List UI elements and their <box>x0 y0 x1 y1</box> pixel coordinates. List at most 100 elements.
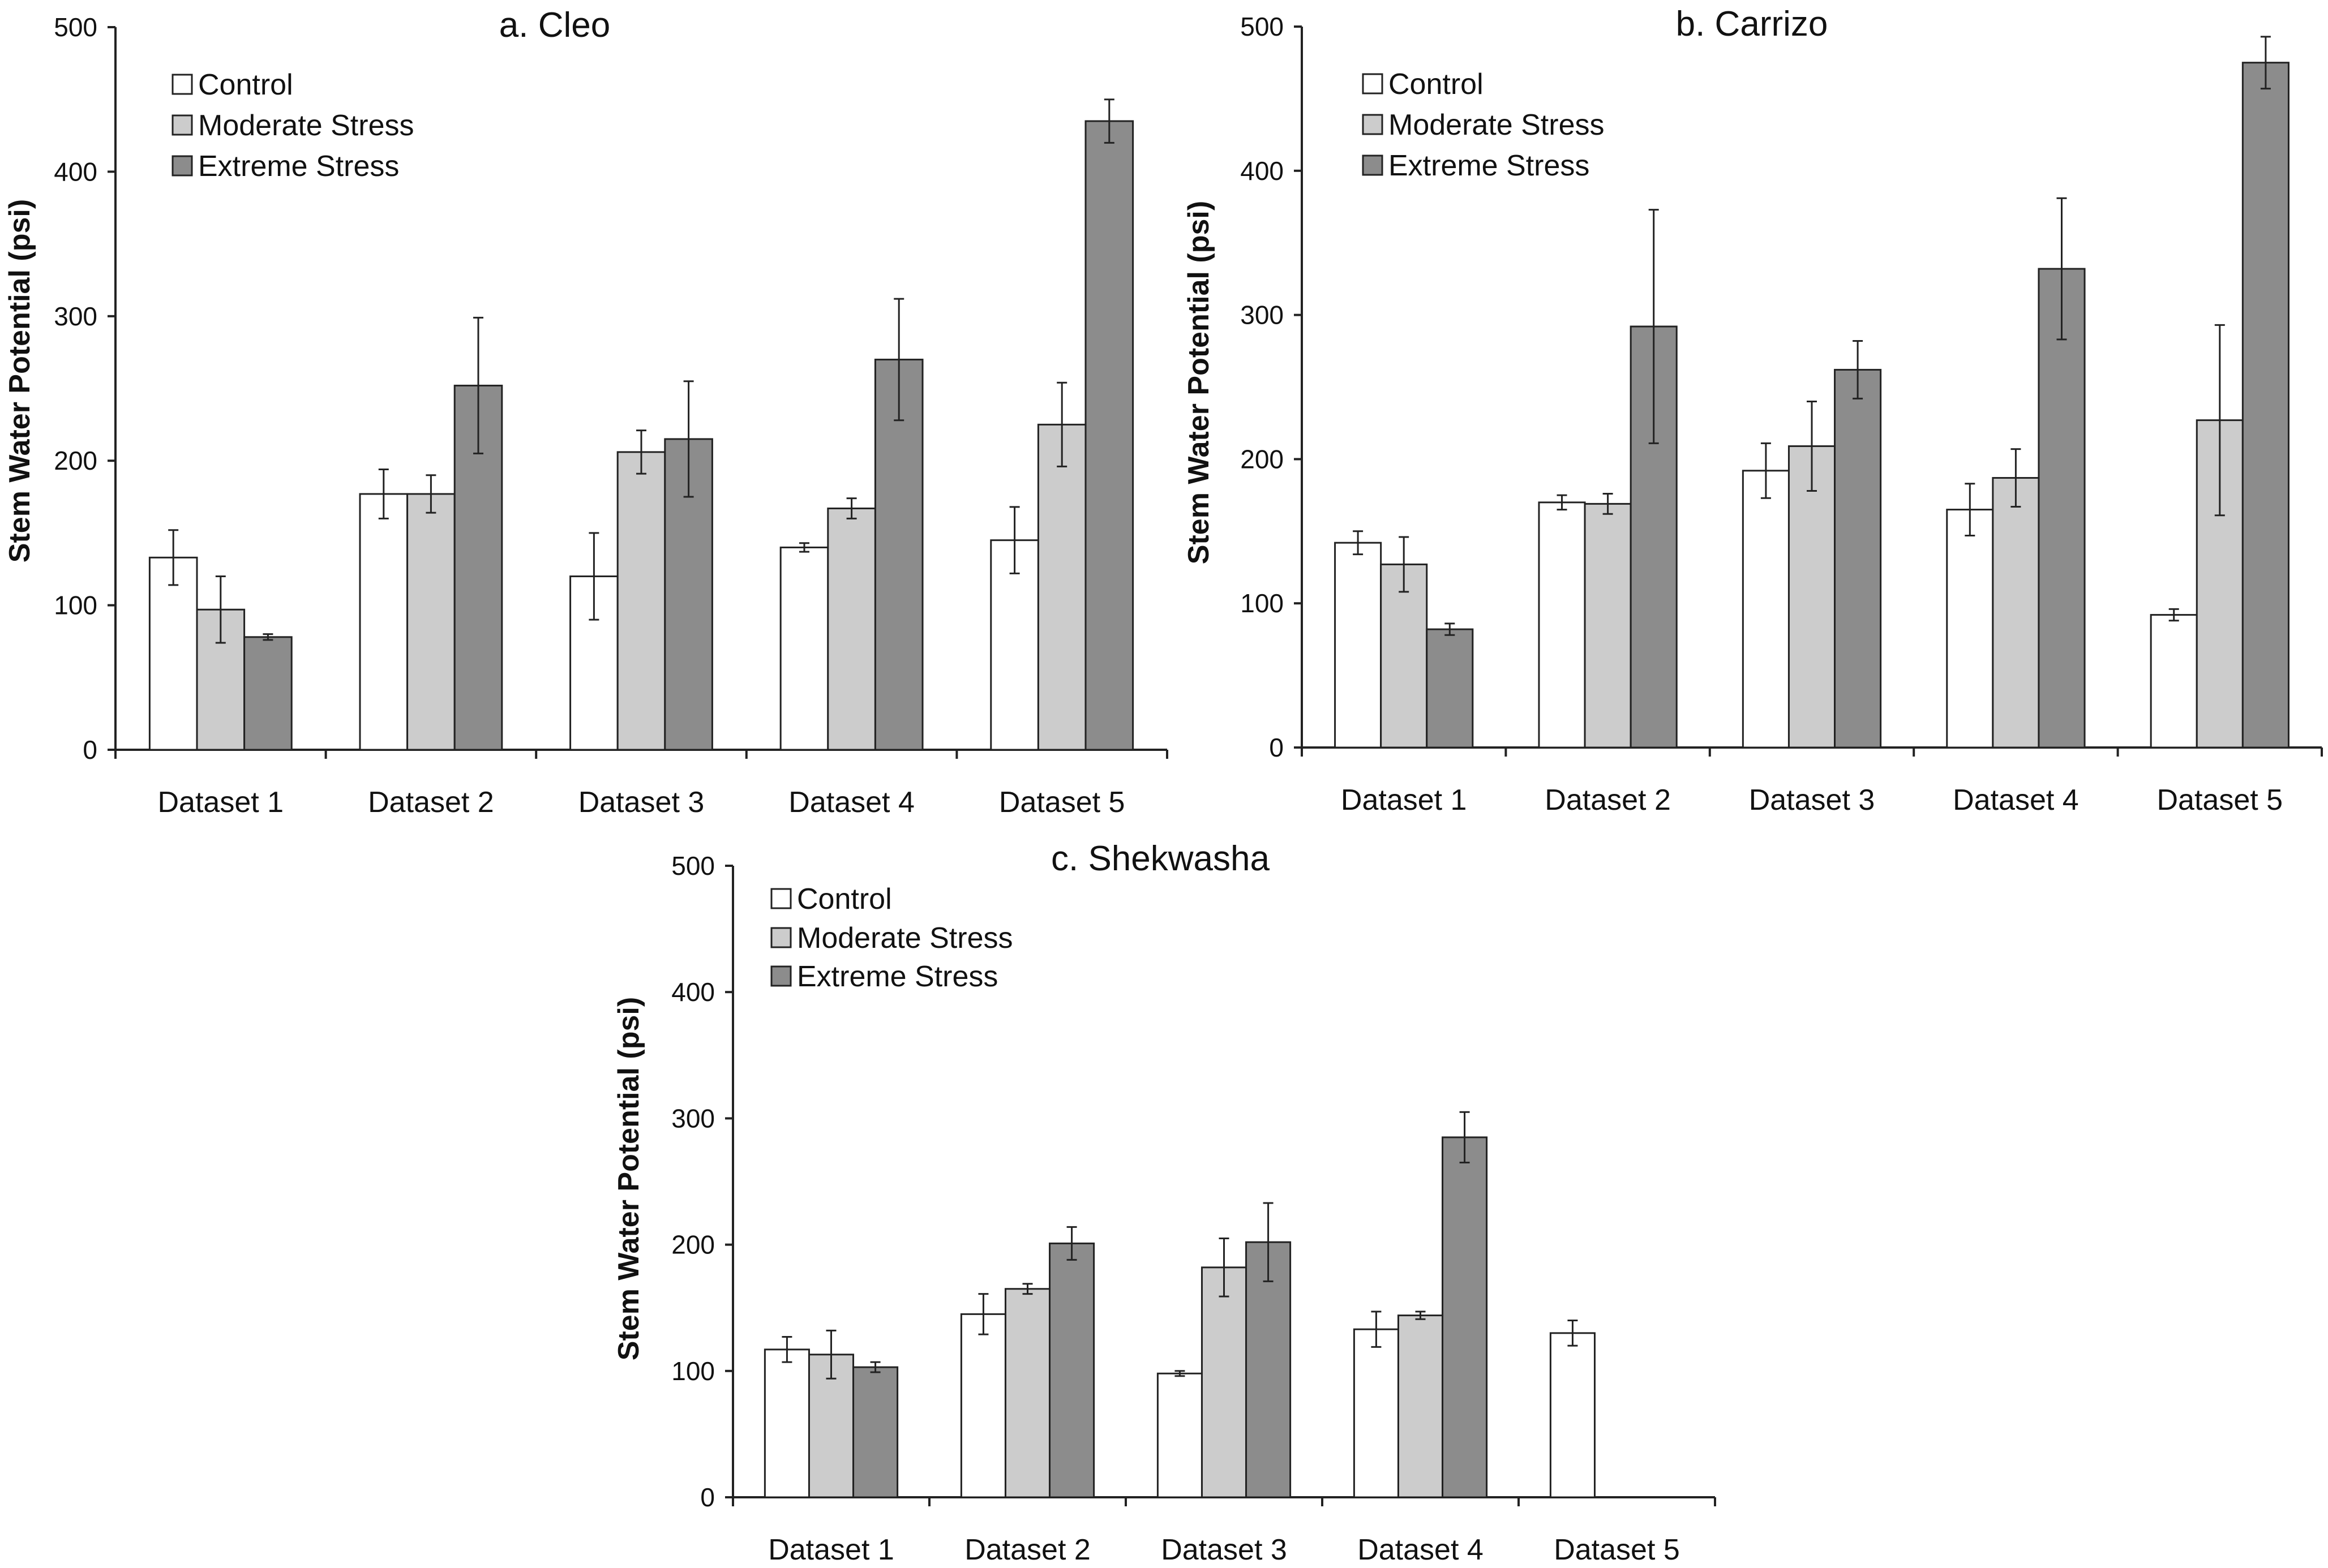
bar-moderate-stress-dataset-4 <box>1992 477 2040 749</box>
x-tick-label: Dataset 5 <box>999 786 1125 819</box>
x-tick-label: Dataset 2 <box>964 1533 1091 1566</box>
bar-control-dataset-2 <box>359 493 409 751</box>
bar-moderate-stress-dataset-3 <box>1787 445 1836 749</box>
bar-moderate-stress-dataset-3 <box>1201 1266 1247 1498</box>
bar-moderate-stress-dataset-1 <box>1380 563 1428 749</box>
x-tick-label: Dataset 5 <box>2157 784 2283 817</box>
legend: Control Moderate Stress Extreme Stress <box>770 883 1013 993</box>
x-tick-label: Dataset 1 <box>1341 784 1467 817</box>
bar-extreme-stress-dataset-5 <box>2241 62 2290 749</box>
bar-extreme-stress-dataset-2 <box>1049 1242 1095 1498</box>
bar-control-dataset-4 <box>779 546 829 751</box>
bar-extreme-stress-dataset-3 <box>1834 368 1882 749</box>
legend-label-moderate-stress: Moderate Stress <box>797 922 1013 955</box>
legend-label-moderate-stress: Moderate Stress <box>1388 109 1605 141</box>
y-tick-label: 400 <box>54 157 97 186</box>
legend-item-control: Control <box>770 883 892 916</box>
legend: Control Moderate Stress Extreme Stress <box>1362 68 1605 182</box>
y-tick-label: 500 <box>54 12 97 42</box>
bar-control-dataset-1 <box>764 1348 810 1498</box>
bar-extreme-stress-dataset-4 <box>2038 268 2086 749</box>
y-tick-label: 200 <box>54 446 97 475</box>
y-axis-title: Stem Water Potential (psi) <box>1182 201 1215 564</box>
x-tick-label: Dataset 3 <box>1749 784 1875 817</box>
bar-control-dataset-1 <box>1334 542 1382 749</box>
bar-moderate-stress-dataset-3 <box>616 451 666 751</box>
legend-swatch-moderate-stress <box>172 114 193 136</box>
y-tick-label: 100 <box>1240 588 1284 618</box>
y-tick-label: 0 <box>1269 733 1284 762</box>
legend-label-extreme-stress: Extreme Stress <box>797 960 998 993</box>
legend-swatch-control <box>770 888 792 909</box>
legend-swatch-control <box>1362 73 1383 94</box>
bars <box>1334 36 2290 749</box>
bars <box>148 98 1134 751</box>
x-tick-label: Dataset 4 <box>788 786 915 819</box>
chart-panel-carrizo: b. Carrizo Stem Water Potential (psi) Co… <box>1182 5 2323 817</box>
bar-control-dataset-5 <box>1549 1332 1596 1498</box>
legend-item-control: Control <box>172 68 293 101</box>
x-tick-label: Dataset 3 <box>1161 1533 1287 1566</box>
bar-extreme-stress-dataset-5 <box>1084 120 1134 751</box>
bars <box>764 1111 1596 1498</box>
legend-label-moderate-stress: Moderate Stress <box>198 109 414 142</box>
bar-extreme-stress-dataset-1 <box>1426 628 1474 749</box>
x-tick-label: Dataset 4 <box>1953 784 2079 817</box>
bar-extreme-stress-dataset-1 <box>852 1366 899 1498</box>
bar-extreme-stress-dataset-4 <box>1442 1136 1488 1498</box>
bar-moderate-stress-dataset-2 <box>406 493 456 751</box>
y-tick-label: 200 <box>1240 444 1284 474</box>
legend-item-extreme-stress: Extreme Stress <box>770 960 998 993</box>
bar-extreme-stress-dataset-4 <box>874 358 924 751</box>
legend-item-moderate-stress: Moderate Stress <box>770 922 1013 955</box>
bar-moderate-stress-dataset-2 <box>1584 502 1632 749</box>
legend-item-extreme-stress: Extreme Stress <box>1362 149 1589 182</box>
y-tick-label: 100 <box>671 1356 715 1386</box>
legend-swatch-moderate-stress <box>770 927 792 948</box>
y-tick-label: 200 <box>671 1230 715 1260</box>
axes: 0 100 200 300 400 500 Dataset 1 Dataset 2 Datase… <box>671 851 1716 1566</box>
x-tick-label: Dataset 4 <box>1357 1533 1484 1566</box>
x-tick-label: Dataset 3 <box>578 786 705 819</box>
legend: Control Moderate Stress Extreme Stress <box>172 68 414 183</box>
y-tick-label: 0 <box>83 735 97 764</box>
legend-swatch-extreme-stress <box>1362 154 1383 176</box>
y-tick-label: 400 <box>671 977 715 1007</box>
bar-control-dataset-2 <box>1538 501 1586 749</box>
y-tick-label: 300 <box>671 1103 715 1133</box>
bar-extreme-stress-dataset-1 <box>243 636 293 751</box>
x-tick-label: Dataset 5 <box>1554 1533 1680 1566</box>
chart-title: a. Cleo <box>499 6 610 45</box>
y-tick-label: 500 <box>671 851 715 880</box>
y-tick-label: 0 <box>700 1483 715 1512</box>
bar-control-dataset-4 <box>1946 509 1994 749</box>
bar-extreme-stress-dataset-3 <box>1245 1241 1292 1498</box>
legend-swatch-moderate-stress <box>1362 114 1383 135</box>
x-tick-label: Dataset 1 <box>768 1533 894 1566</box>
chart-panel-cleo: a. Cleo Stem Water Potential (psi) Contr… <box>3 6 1168 819</box>
legend-swatch-extreme-stress <box>172 155 193 177</box>
bar-control-dataset-3 <box>1742 470 1790 749</box>
legend-swatch-extreme-stress <box>770 965 792 987</box>
legend-label-extreme-stress: Extreme Stress <box>1388 149 1589 182</box>
bar-control-dataset-5 <box>990 539 1039 751</box>
legend-item-extreme-stress: Extreme Stress <box>172 150 399 183</box>
y-tick-label: 400 <box>1240 156 1284 186</box>
chart-panel-shekwasha: c. Shekwasha Stem Water Potential (psi) … <box>612 839 1716 1566</box>
bar-moderate-stress-dataset-2 <box>1004 1288 1051 1498</box>
bar-moderate-stress-dataset-5 <box>1037 423 1087 751</box>
y-tick-label: 300 <box>1240 300 1284 330</box>
axes: 0 100 200 300 400 500 Dataset 1 Dataset 2 Datase… <box>54 12 1168 819</box>
y-tick-label: 500 <box>1240 12 1284 41</box>
legend-item-moderate-stress: Moderate Stress <box>1362 109 1605 141</box>
bar-moderate-stress-dataset-4 <box>1397 1314 1444 1498</box>
y-tick-label: 100 <box>54 591 97 620</box>
y-axis-title: Stem Water Potential (psi) <box>612 997 645 1360</box>
bar-control-dataset-5 <box>2150 614 2198 749</box>
y-axis-title: Stem Water Potential (psi) <box>3 199 36 562</box>
chart-title: c. Shekwasha <box>1051 839 1270 878</box>
x-tick-label: Dataset 1 <box>158 786 284 819</box>
bar-control-dataset-1 <box>148 556 198 751</box>
y-tick-label: 300 <box>54 302 97 331</box>
